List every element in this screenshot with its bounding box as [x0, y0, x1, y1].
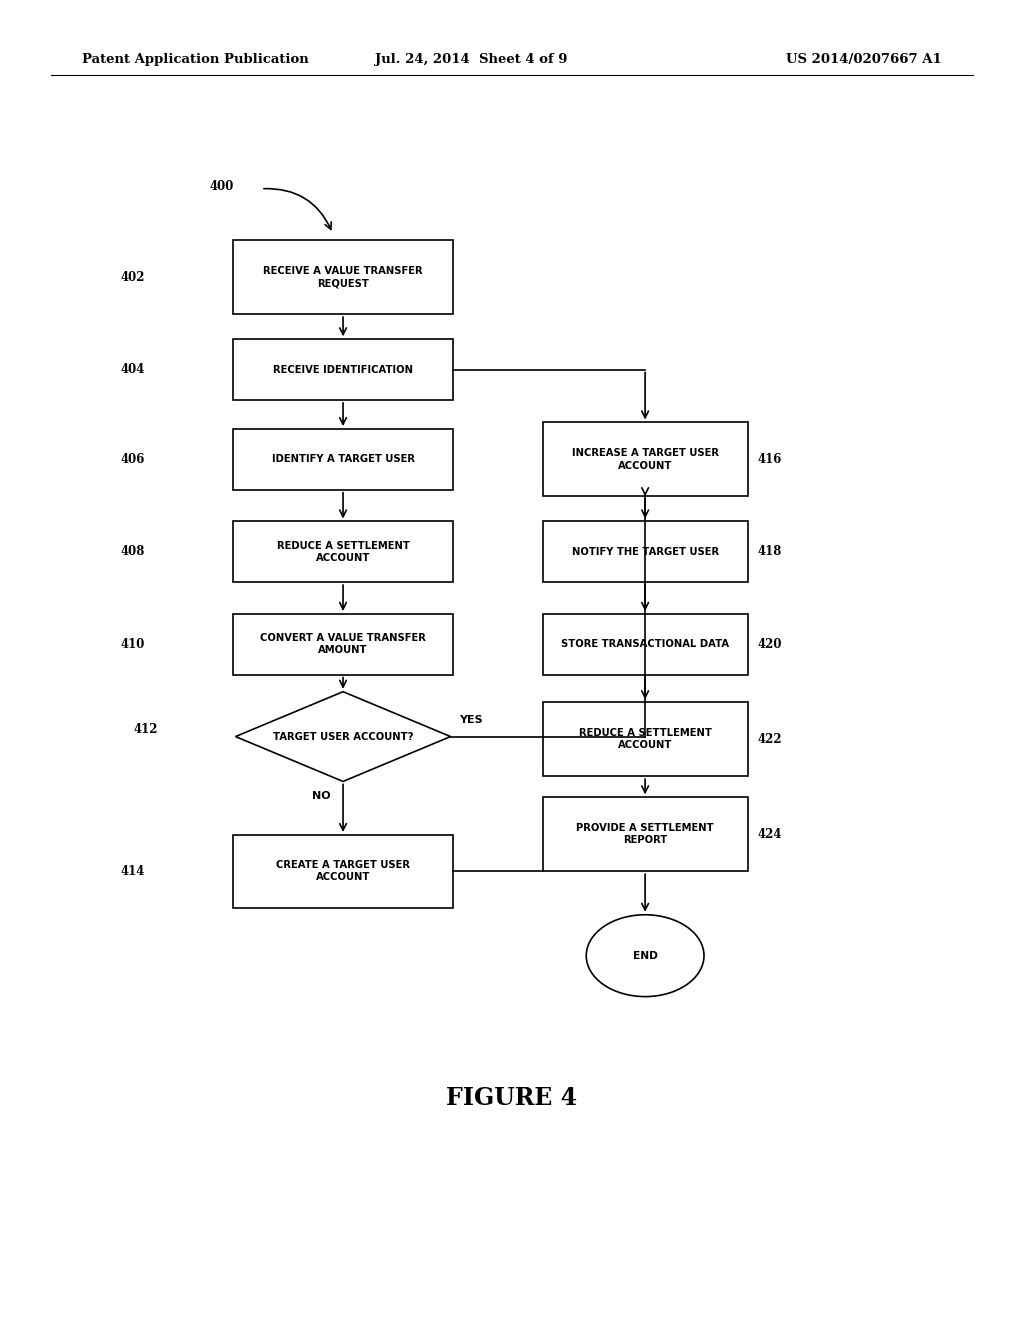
- FancyBboxPatch shape: [543, 797, 748, 871]
- Text: REDUCE A SETTLEMENT
ACCOUNT: REDUCE A SETTLEMENT ACCOUNT: [276, 541, 410, 562]
- Text: FIGURE 4: FIGURE 4: [446, 1086, 578, 1110]
- Text: TARGET USER ACCOUNT?: TARGET USER ACCOUNT?: [272, 731, 414, 742]
- FancyBboxPatch shape: [543, 614, 748, 675]
- Text: STORE TRANSACTIONAL DATA: STORE TRANSACTIONAL DATA: [561, 639, 729, 649]
- Text: 424: 424: [758, 828, 782, 841]
- Text: NO: NO: [312, 791, 331, 801]
- Text: 416: 416: [758, 453, 782, 466]
- FancyBboxPatch shape: [233, 240, 453, 314]
- Text: 420: 420: [758, 638, 782, 651]
- Text: CONVERT A VALUE TRANSFER
AMOUNT: CONVERT A VALUE TRANSFER AMOUNT: [260, 634, 426, 655]
- Text: 402: 402: [121, 271, 145, 284]
- Text: CREATE A TARGET USER
ACCOUNT: CREATE A TARGET USER ACCOUNT: [276, 861, 410, 882]
- FancyBboxPatch shape: [233, 521, 453, 582]
- Text: IDENTIFY A TARGET USER: IDENTIFY A TARGET USER: [271, 454, 415, 465]
- Text: YES: YES: [459, 715, 482, 726]
- Text: 400: 400: [210, 180, 234, 193]
- Text: Jul. 24, 2014  Sheet 4 of 9: Jul. 24, 2014 Sheet 4 of 9: [375, 53, 567, 66]
- FancyBboxPatch shape: [233, 339, 453, 400]
- FancyBboxPatch shape: [233, 429, 453, 490]
- Text: 422: 422: [758, 733, 782, 746]
- Text: INCREASE A TARGET USER
ACCOUNT: INCREASE A TARGET USER ACCOUNT: [571, 449, 719, 470]
- Text: US 2014/0207667 A1: US 2014/0207667 A1: [786, 53, 942, 66]
- Text: 412: 412: [133, 723, 158, 737]
- Text: 418: 418: [758, 545, 782, 558]
- Polygon shape: [236, 692, 451, 781]
- Text: 406: 406: [121, 453, 145, 466]
- Text: PROVIDE A SETTLEMENT
REPORT: PROVIDE A SETTLEMENT REPORT: [577, 824, 714, 845]
- Text: 408: 408: [121, 545, 145, 558]
- Text: 410: 410: [121, 638, 145, 651]
- Text: 404: 404: [121, 363, 145, 376]
- Text: Patent Application Publication: Patent Application Publication: [82, 53, 308, 66]
- Text: RECEIVE A VALUE TRANSFER
REQUEST: RECEIVE A VALUE TRANSFER REQUEST: [263, 267, 423, 288]
- Text: END: END: [633, 950, 657, 961]
- FancyBboxPatch shape: [543, 702, 748, 776]
- Text: RECEIVE IDENTIFICATION: RECEIVE IDENTIFICATION: [273, 364, 413, 375]
- FancyBboxPatch shape: [233, 614, 453, 675]
- FancyBboxPatch shape: [233, 836, 453, 908]
- Text: 414: 414: [121, 865, 145, 878]
- Text: NOTIFY THE TARGET USER: NOTIFY THE TARGET USER: [571, 546, 719, 557]
- Text: REDUCE A SETTLEMENT
ACCOUNT: REDUCE A SETTLEMENT ACCOUNT: [579, 729, 712, 750]
- FancyBboxPatch shape: [543, 422, 748, 496]
- FancyBboxPatch shape: [543, 521, 748, 582]
- Ellipse shape: [586, 915, 705, 997]
